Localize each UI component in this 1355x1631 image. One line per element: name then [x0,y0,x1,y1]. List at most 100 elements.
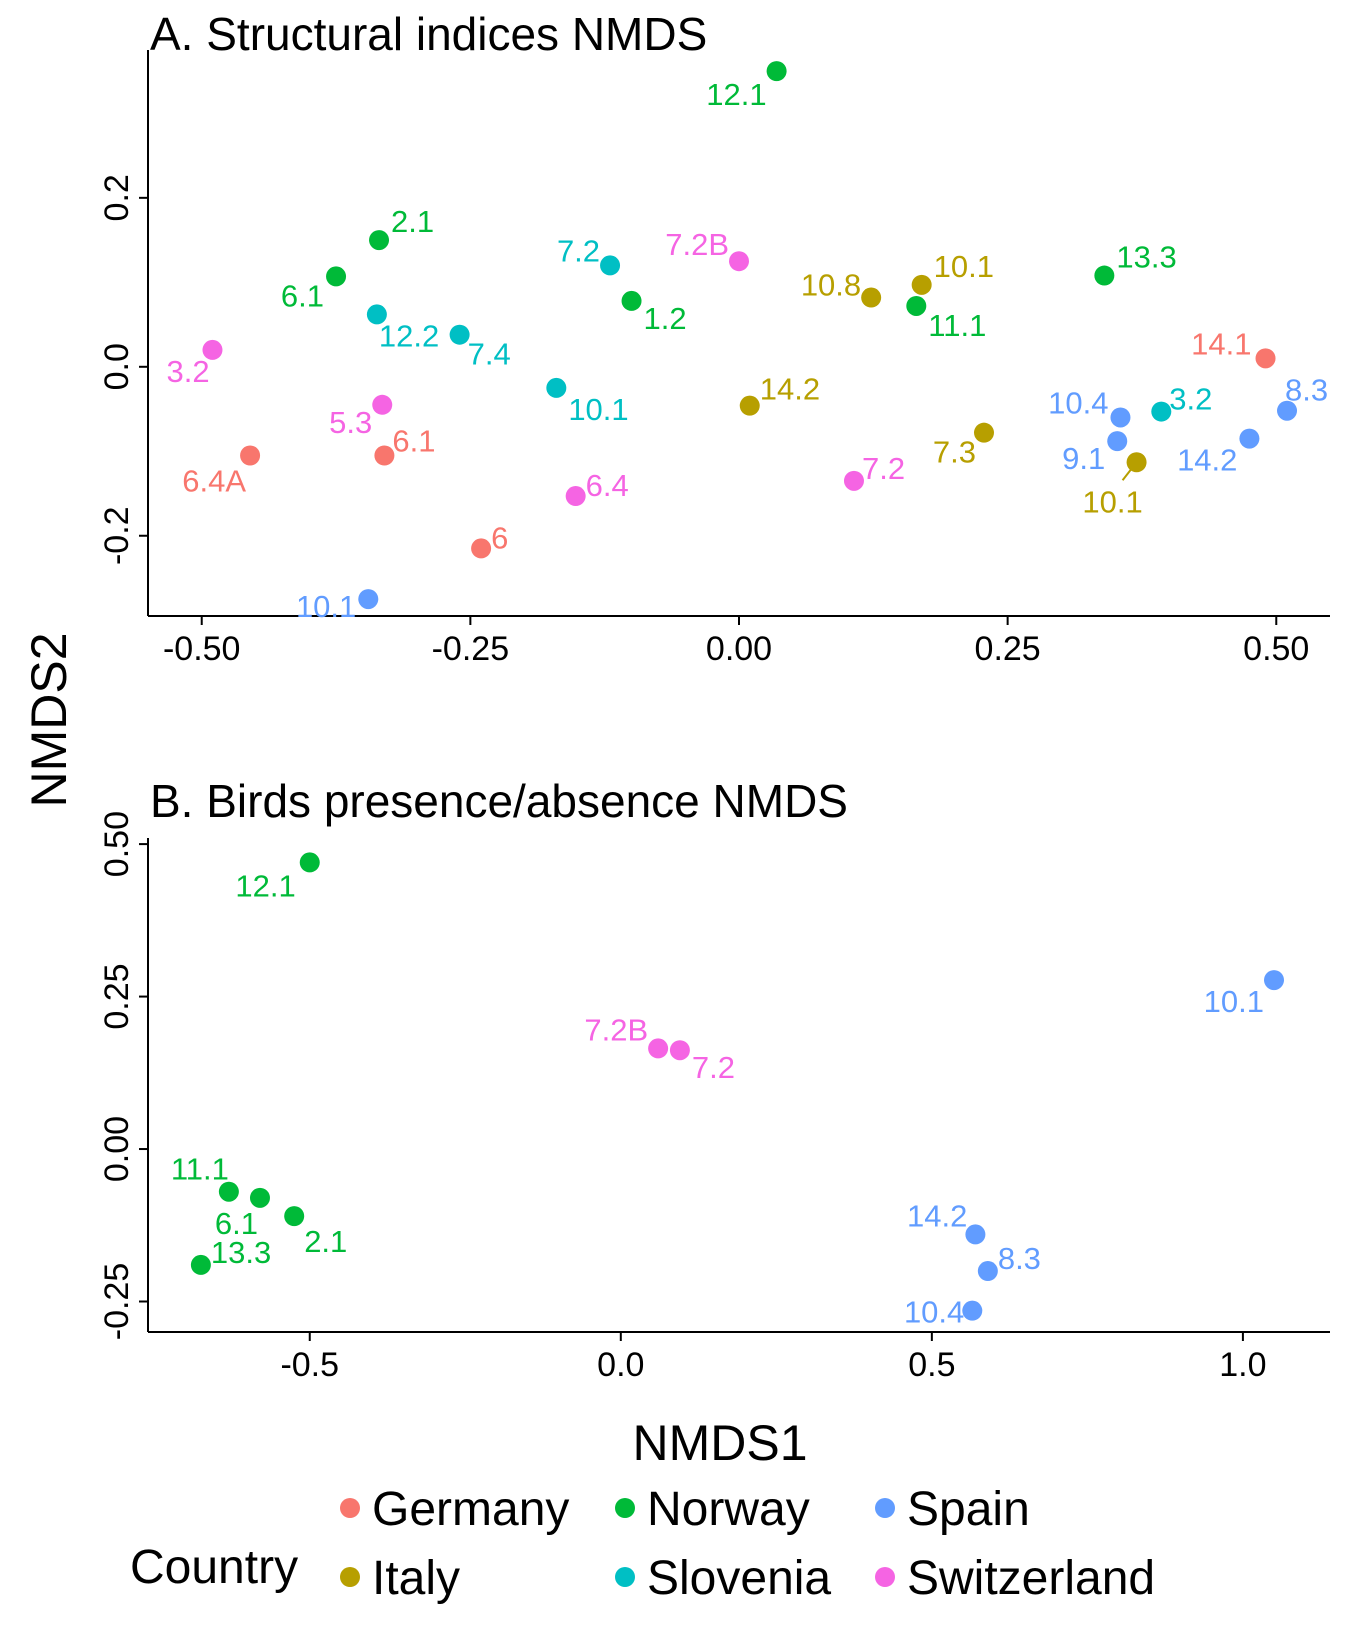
point-label: 7.2 [692,1050,735,1085]
scatter-point [911,274,932,295]
panel-a: A. Structural indices NMDS -0.50 -0.25 0.0… [98,8,1330,668]
panel-b: B. Birds presence/absence NMDS -0.5 0.0 0.… [98,775,1330,1384]
point-label: 9.1 [1062,441,1105,476]
panel-a-ticks: -0.50 -0.25 0.00 0.25 0.50 -0.2 0.0 0.2 [98,174,1309,668]
y-tick-label: 0.00 [98,1116,136,1182]
scatter-point [843,470,864,491]
point-label: 11.1 [171,1152,229,1187]
legend-label: Italy [372,1552,460,1605]
legend-label: Norway [647,1483,810,1536]
point-label: 3.2 [166,354,209,389]
y-tick-label: -0.2 [98,506,136,565]
scatter-point [240,445,261,466]
point-label: 2.1 [391,204,434,239]
legend-label: Slovenia [647,1552,831,1605]
scatter-point [249,1187,270,1208]
point-label: 7.2B [584,1012,648,1047]
x-tick-label: 0.5 [908,1346,955,1384]
legend-key [875,1567,895,1587]
scatter-point [766,61,787,82]
point-label: 10.4 [904,1295,964,1330]
scatter-point [621,290,642,311]
y-tick-label: -0.25 [98,1263,136,1341]
point-label: 12.1 [235,868,295,903]
scatter-point [190,1254,211,1275]
scatter-point [218,1181,239,1202]
scatter-point [600,255,621,276]
scatter-point [369,230,390,251]
panel-b-points: 12.1 11.1 6.1 2.1 13.3 7.2B 7.2 10.1 14.2 8.3 10.4 [171,852,1285,1330]
scatter-point [729,251,749,272]
scatter-point [366,304,387,325]
scatter-point [284,1206,305,1227]
scatter-point [1107,431,1128,452]
point-label: 13.3 [211,1235,271,1270]
point-label: 8.3 [998,1241,1041,1276]
legend-label: Switzerland [907,1552,1155,1605]
point-label: 10.1 [296,589,356,624]
x-tick-label: -0.50 [163,630,241,668]
scatter-point [1255,348,1276,369]
x-tick-label: -0.25 [432,630,510,668]
scatter-point [973,422,994,443]
point-label: 10.1 [934,249,994,284]
x-tick-label: 1.0 [1219,1346,1266,1384]
legend-key [340,1567,360,1587]
scatter-point [358,589,379,610]
y-tick-label: 0.2 [98,174,136,221]
scatter-point [299,852,320,873]
legend-key [615,1567,635,1587]
point-label: 10.1 [568,392,628,427]
scatter-point [1264,970,1285,991]
point-label: 1.2 [644,301,687,336]
point-label: 7.2 [557,233,600,268]
scatter-point [372,394,393,415]
x-tick-label: -0.5 [280,1346,339,1384]
scatter-point [449,324,470,345]
scatter-point [202,339,223,360]
point-label: 6 [491,520,508,555]
point-label: 10.8 [801,268,861,303]
scatter-point [906,295,927,316]
legend: Country Germany Italy Norway Slovenia Spain S… [130,1483,1155,1605]
legend-key [340,1498,360,1518]
point-label: 10.1 [1204,984,1264,1019]
panel-b-ticks: -0.5 0.0 0.5 1.0 -0.25 0.00 0.25 0.50 [98,811,1267,1384]
point-label: 6.1 [392,423,435,458]
point-label: 6.1 [215,1206,258,1241]
scatter-point [546,377,567,398]
legend-label: Spain [907,1483,1030,1536]
point-label: 11.1 [928,308,986,343]
point-label: 6.1 [281,278,324,313]
scatter-point [326,266,347,287]
legend-label: Germany [372,1483,569,1536]
panel-a-points: 12.1 2.1 6.1 1.2 11.1 13.3 7.2 12.2 7.4 10.1 3.2 7.… [166,61,1328,624]
scatter-point [962,1300,983,1321]
panel-a-title: A. Structural indices NMDS [150,8,707,60]
scatter-point [1151,401,1172,422]
y-tick-label: 0.50 [98,811,136,877]
scatter-point [471,538,492,559]
point-label: 3.2 [1169,382,1212,417]
x-tick-label: 0.00 [706,630,772,668]
point-label: 2.1 [304,1224,347,1259]
point-label: 7.2B [665,227,729,262]
point-label: 14.2 [760,372,820,407]
point-label: 13.3 [1116,240,1176,275]
point-label: 14.1 [1191,326,1251,361]
x-tick-label: 0.50 [1243,630,1309,668]
scatter-point [977,1261,998,1282]
x-tick-label: 0.25 [975,630,1041,668]
y-axis-title: NMDS2 [21,632,77,807]
point-label: 10.4 [1048,385,1108,420]
scatter-point [965,1224,986,1245]
scatter-point [648,1038,669,1059]
point-label: 14.2 [1177,443,1237,478]
point-label: 5.3 [329,405,372,440]
point-label: 8.3 [1285,373,1328,408]
point-label: 6.4A [182,463,246,498]
legend-title: Country [130,1541,298,1594]
scatter-point [1110,407,1131,428]
point-label: 10.1 [1082,484,1142,519]
